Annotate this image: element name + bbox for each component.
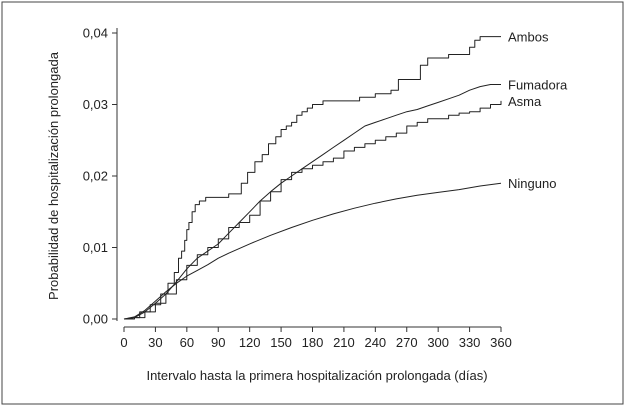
y-tick-label: 0,04 <box>83 26 108 41</box>
y-axis-label: Probabilidad de hospitalización prolonga… <box>46 51 61 300</box>
x-tick-label: 30 <box>148 335 162 350</box>
series-line-ninguno <box>123 182 502 320</box>
series-labels: Ambos Fumadora Asma Ninguno <box>508 30 568 192</box>
x-tick-label: 90 <box>211 335 225 350</box>
series-label-ambos: Ambos <box>508 30 549 45</box>
y-tick-label: 0,03 <box>83 97 108 112</box>
series-lines <box>123 36 502 320</box>
series-label-fumadora: Fumadora <box>508 77 568 92</box>
x-tick-label: 360 <box>490 335 512 350</box>
x-tick-label: 150 <box>270 335 292 350</box>
x-tick-label: 330 <box>459 335 481 350</box>
x-tick-label: 270 <box>396 335 418 350</box>
axes: 0,00 0,01 0,02 0,03 0,04 0 30 60 90 120 150 180 210 2… <box>83 26 512 351</box>
x-tick-label: 300 <box>427 335 449 350</box>
x-tick-label: 210 <box>333 335 355 350</box>
x-tick-label: 0 <box>120 335 127 350</box>
outer-border <box>1 1 624 405</box>
y-tick-label: 0,01 <box>83 240 108 255</box>
y-tick-label: 0,02 <box>83 169 108 184</box>
x-tick-label: 180 <box>302 335 324 350</box>
x-axis-label: Intervalo hasta la primera hospitalizaci… <box>146 368 487 383</box>
y-tick-label: 0,00 <box>83 312 108 327</box>
series-label-asma: Asma <box>508 94 542 109</box>
series-line-ambos <box>124 36 501 320</box>
series-line-asma <box>124 100 502 320</box>
x-tick-label: 120 <box>239 335 261 350</box>
series-label-ninguno: Ninguno <box>508 176 556 191</box>
x-tick-label: 60 <box>180 335 194 350</box>
x-tick-label: 240 <box>364 335 386 350</box>
